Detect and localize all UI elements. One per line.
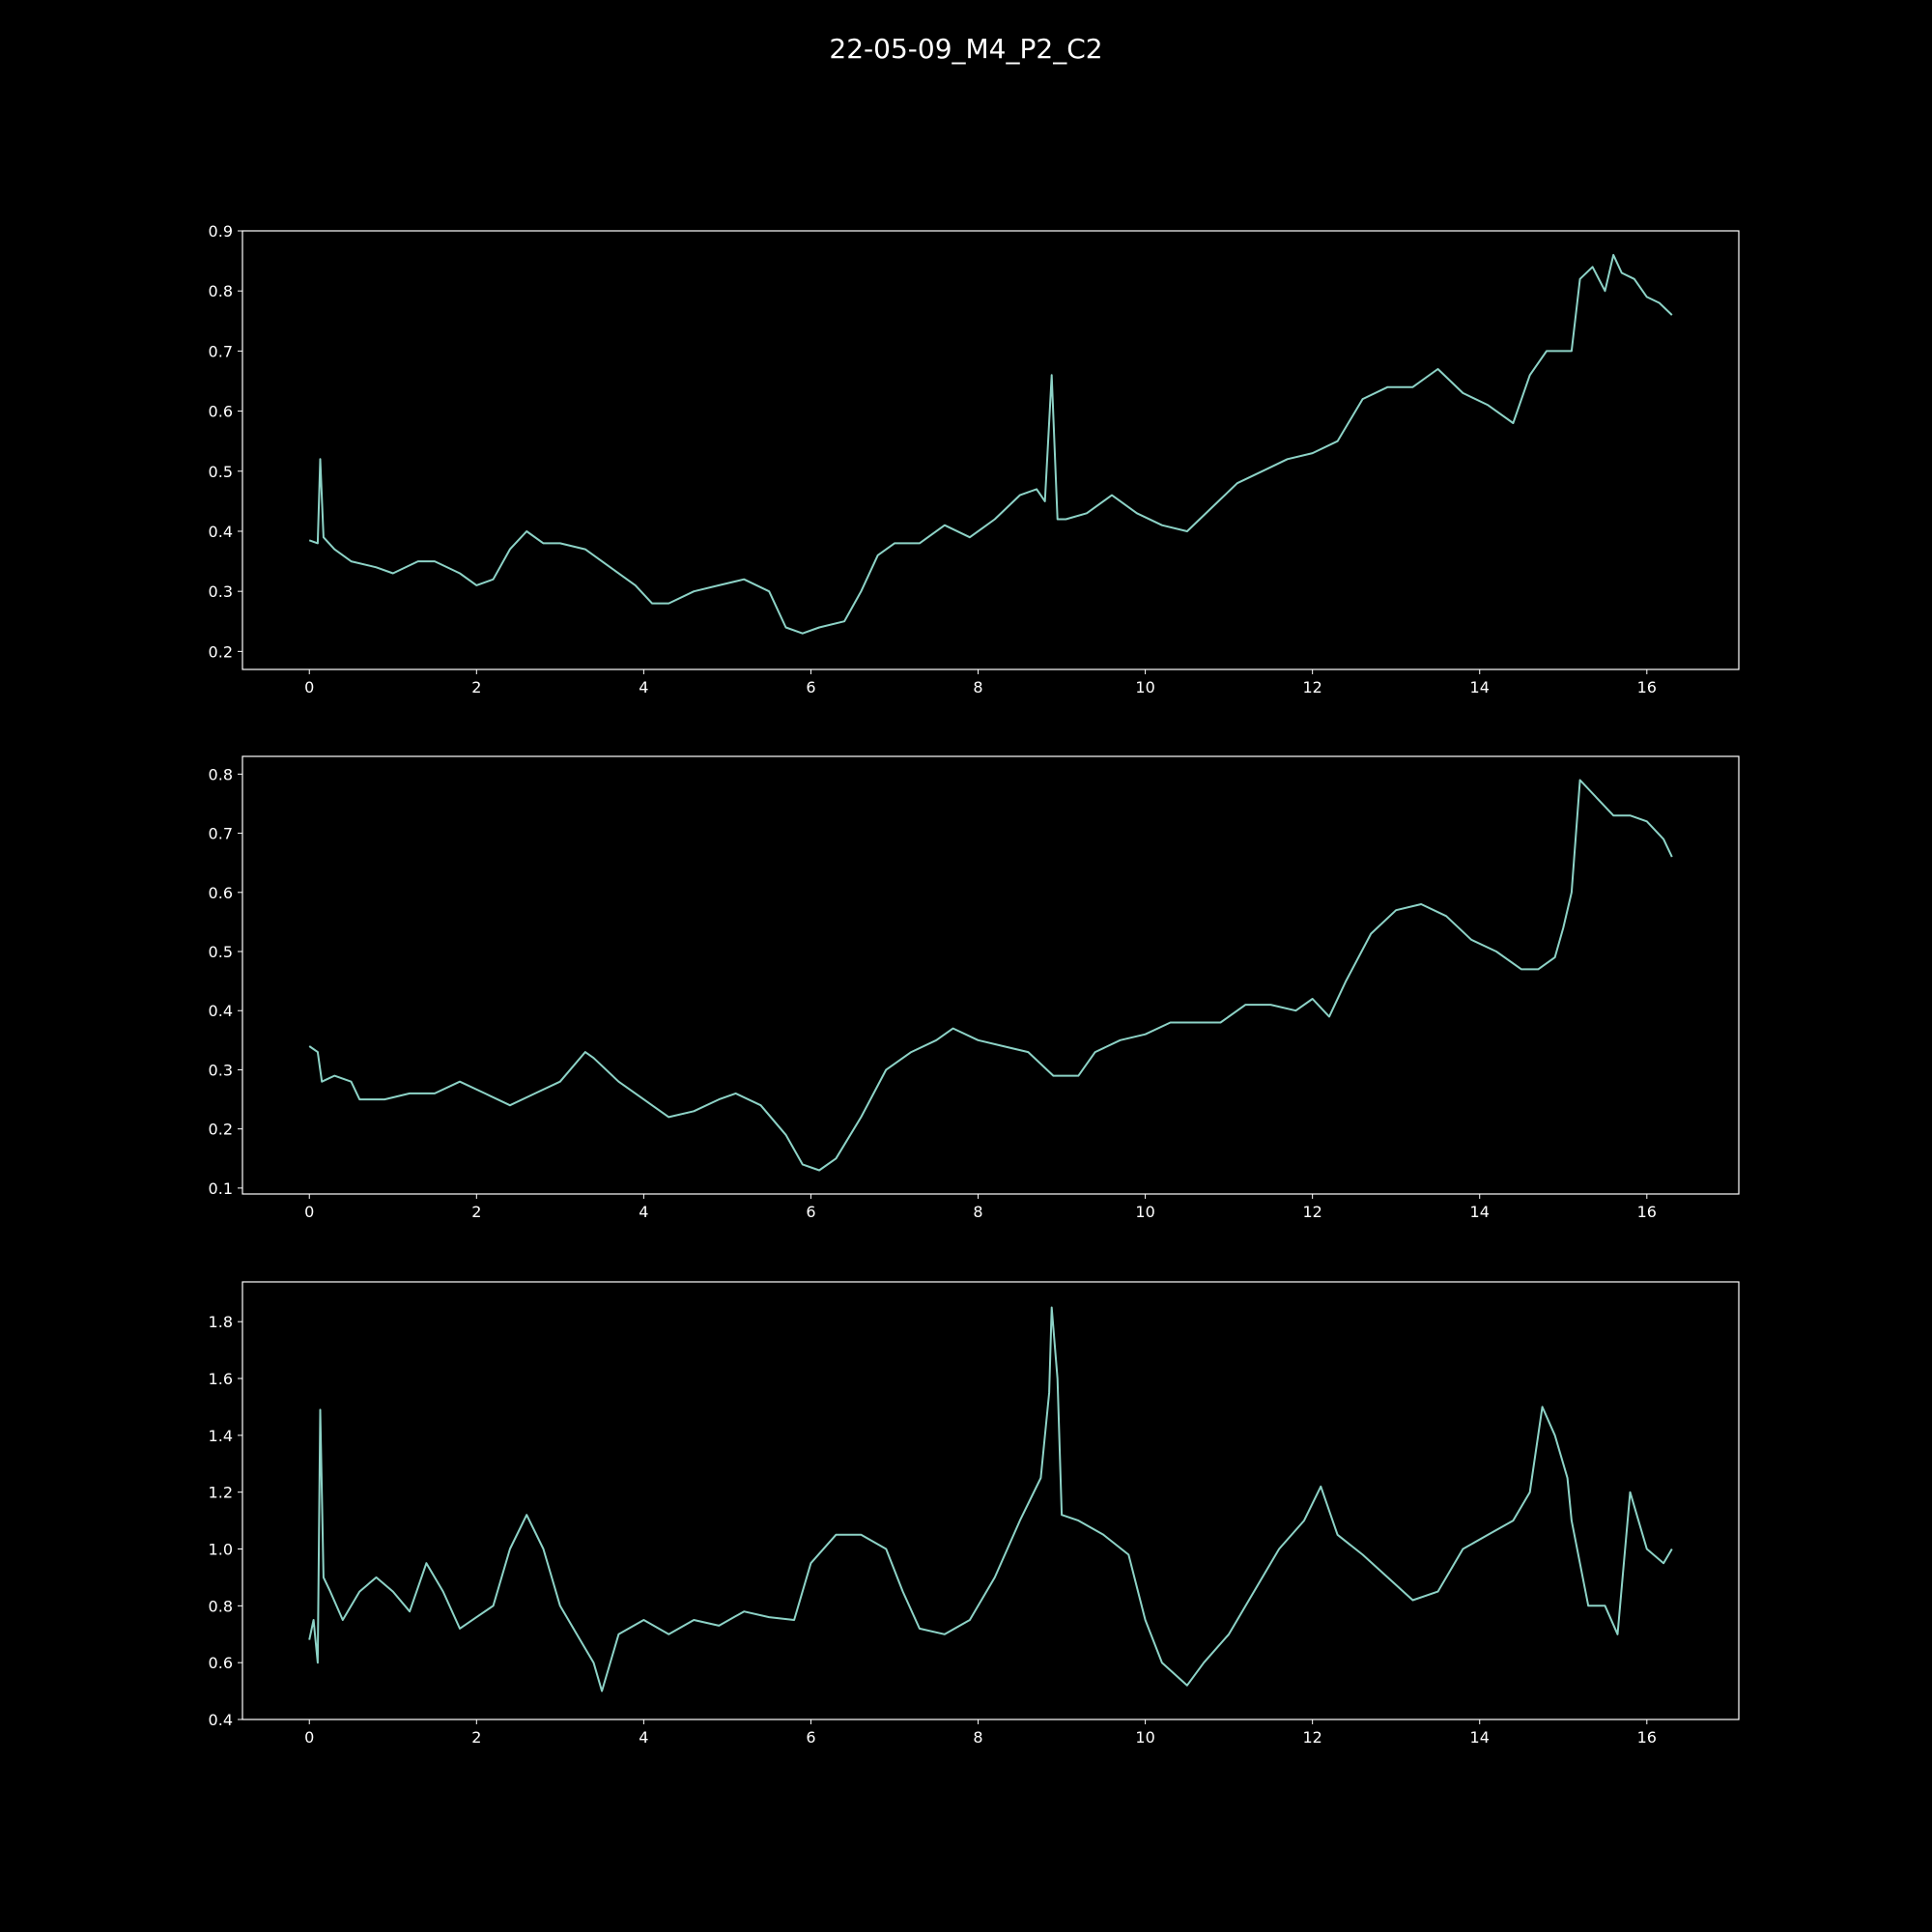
y-tick-label: 0.6 (209, 884, 233, 902)
x-tick-label: 16 (1637, 1203, 1657, 1221)
x-tick-label: 12 (1302, 1728, 1321, 1747)
subplot-3: 0 2 4 6 8 10 12 14 16 0.4 0.6 0.8 1.0 1.2 1.4 1.6 1.8 (209, 1281, 1740, 1747)
y-tick-label: 1.6 (209, 1370, 233, 1388)
x-tick-label: 10 (1135, 1203, 1154, 1221)
x-tick-label: 0 (304, 1203, 314, 1221)
x-tick-label: 8 (973, 678, 982, 696)
y-tick-label: 0.6 (209, 403, 233, 421)
axes-frame-3 (242, 1281, 1740, 1720)
y-tick-label: 0.7 (209, 825, 233, 843)
x-tick-label: 6 (806, 1203, 815, 1221)
axes-frame-1 (242, 230, 1740, 670)
y-tick-label: 0.5 (209, 463, 233, 481)
x-tick-label: 2 (471, 1203, 481, 1221)
y-tick-label: 0.4 (209, 523, 233, 541)
y-tick-label: 0.8 (209, 1597, 233, 1615)
y-tick-label: 1.2 (209, 1484, 233, 1502)
y-tick-label: 0.2 (209, 1121, 233, 1139)
x-tick-label: 8 (973, 1203, 982, 1221)
y-tick-label: 0.5 (209, 943, 233, 961)
x-tick-label: 2 (471, 678, 481, 696)
y-tick-label: 0.2 (209, 642, 233, 661)
y-tick-label: 0.1 (209, 1179, 233, 1198)
x-tick-label: 6 (806, 1728, 815, 1747)
x-tick-label: 12 (1302, 678, 1321, 696)
figure-title: 22-05-09_M4_P2_C2 (829, 33, 1102, 65)
x-tick-label: 16 (1637, 678, 1657, 696)
x-tick-label: 8 (973, 1728, 982, 1747)
y-tick-label: 0.3 (209, 582, 233, 601)
x-tick-label: 12 (1302, 1203, 1321, 1221)
subplot-1: 0 2 4 6 8 10 12 14 16 0.2 0.3 0.4 0.5 0.6 0.7 0.8 0.9 (209, 222, 1740, 696)
y-tick-label: 0.8 (209, 282, 233, 300)
y-tick-label: 1.4 (209, 1427, 233, 1445)
series-line-3-1 (308, 1306, 1673, 1692)
x-tick-label: 10 (1135, 1728, 1154, 1747)
y-tick-label: 0.9 (209, 222, 233, 241)
x-tick-label: 0 (304, 1728, 314, 1747)
subplots: 0 2 4 6 8 10 12 14 16 0.2 0.3 0.4 0.5 0.6 0.7 0.8 0.9 0 2 4… (209, 222, 1740, 1747)
axes-frame-2 (242, 755, 1740, 1195)
subplot-2: 0 2 4 6 8 10 12 14 16 0.1 0.2 0.3 0.4 0.5 0.6 0.7 0.8 (209, 755, 1740, 1221)
x-tick-label: 14 (1470, 678, 1490, 696)
x-tick-label: 6 (806, 678, 815, 696)
x-tick-label: 16 (1637, 1728, 1657, 1747)
y-tick-label: 0.6 (209, 1654, 233, 1672)
x-tick-label: 14 (1470, 1203, 1490, 1221)
x-tick-label: 4 (639, 678, 648, 696)
y-tick-label: 0.3 (209, 1061, 233, 1079)
y-tick-label: 0.8 (209, 765, 233, 783)
x-tick-label: 0 (304, 678, 314, 696)
series-line-2-1 (308, 779, 1673, 1172)
x-tick-label: 14 (1470, 1728, 1490, 1747)
x-tick-label: 10 (1135, 678, 1154, 696)
y-tick-label: 1.8 (209, 1313, 233, 1331)
x-tick-label: 4 (639, 1728, 648, 1747)
y-tick-label: 0.4 (209, 1711, 233, 1729)
y-tick-label: 0.4 (209, 1002, 233, 1020)
series-line-1-1 (308, 253, 1673, 635)
x-tick-label: 2 (471, 1728, 481, 1747)
y-tick-label: 1.0 (209, 1541, 233, 1559)
x-tick-label: 4 (639, 1203, 648, 1221)
y-tick-label: 0.7 (209, 342, 233, 360)
